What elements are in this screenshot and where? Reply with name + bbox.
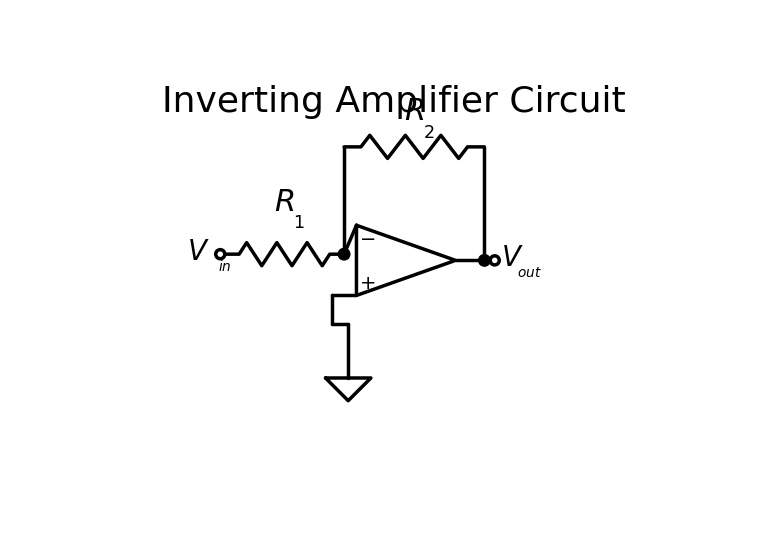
Circle shape [338,248,350,260]
Text: $+$: $+$ [359,273,375,293]
Circle shape [478,255,490,266]
Text: $-$: $-$ [359,228,375,247]
Text: $_1$: $_1$ [293,207,305,232]
Text: Inverting Amplifier Circuit: Inverting Amplifier Circuit [162,85,625,119]
Text: $_{in}$: $_{in}$ [218,255,232,274]
Circle shape [216,250,225,259]
Text: $_{out}$: $_{out}$ [518,261,542,280]
Text: $R$: $R$ [274,188,295,217]
Text: $R$: $R$ [404,97,425,126]
Text: $_2$: $_2$ [423,117,435,140]
Text: $V$: $V$ [187,238,210,266]
Text: $V$: $V$ [501,244,524,272]
Circle shape [490,256,499,265]
